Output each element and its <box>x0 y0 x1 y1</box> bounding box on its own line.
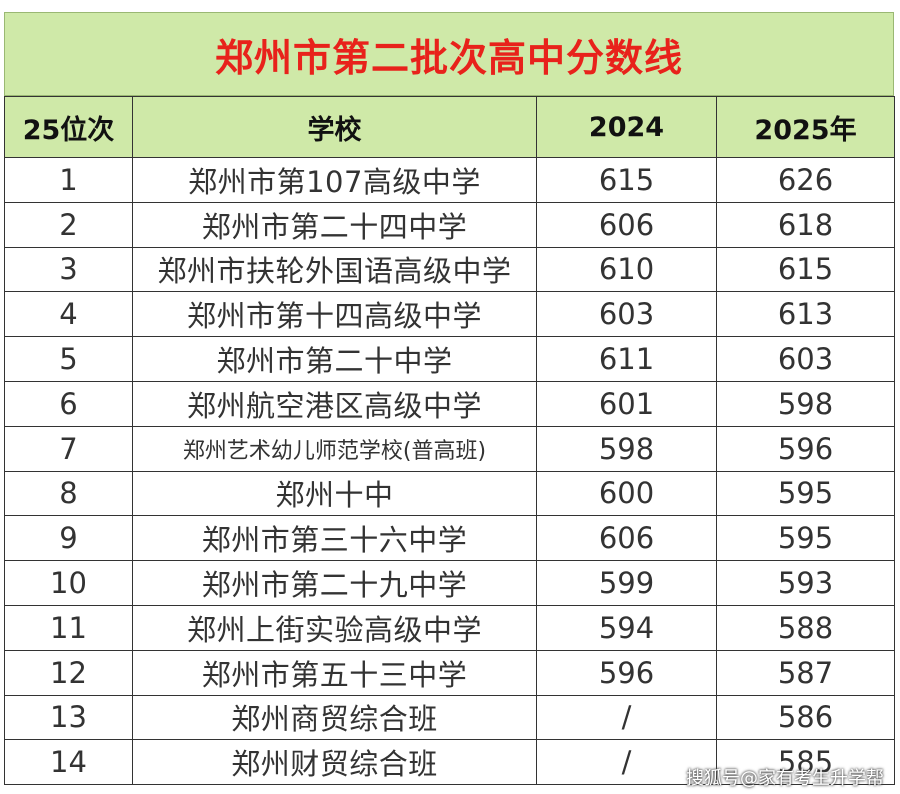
score-2024-cell: 615 <box>536 157 717 203</box>
table-row: 6 郑州航空港区高级中学 601 598 <box>4 380 895 427</box>
school-cell: 郑州艺术幼儿师范学校(普高班) <box>132 425 537 472</box>
school-cell: 郑州市第二十中学 <box>132 336 537 382</box>
score-2024-cell: 599 <box>536 560 717 606</box>
table-row: 13 郑州商贸综合班/586 <box>4 694 895 741</box>
watermark: 搜狐号@家有考生升学帮 <box>686 768 884 789</box>
score-2025-cell: 615 <box>716 246 895 293</box>
score-2024-cell: 596 <box>536 649 717 696</box>
score-table-card: 郑州市第二批次高中分数线 25位次 学校 2024 2025年 1 郑州市第107… <box>4 12 896 786</box>
score-2025-cell: 587 <box>716 649 895 696</box>
table-row: 14 郑州财贸综合班/585 <box>4 739 895 786</box>
score-2024-cell: 601 <box>536 380 717 427</box>
score-2024-cell: 606 <box>536 515 717 562</box>
school-cell: 郑州航空港区高级中学 <box>132 380 537 427</box>
table-row: 10 郑州市第二十九中学 599 593 <box>4 560 895 606</box>
rank-cell: 7 <box>4 425 133 472</box>
rank-cell: 11 <box>4 604 133 651</box>
score-2025-cell: 588 <box>716 604 895 651</box>
school-cell: 郑州商贸综合班 <box>132 694 537 741</box>
rank-cell: 8 <box>4 470 133 517</box>
score-table: 25位次 学校 2024 2025年 1 郑州市第107高级中学 615 626 2 郑州… <box>4 96 895 786</box>
table-row: 11 郑州上街实验高级中学 594 588 <box>4 604 895 651</box>
score-2024-cell: 611 <box>536 336 717 382</box>
column-header-school: 学校 <box>132 96 537 158</box>
column-header-2024: 2024 <box>536 96 717 158</box>
rank-cell: 5 <box>4 336 133 382</box>
rank-cell: 13 <box>4 694 133 741</box>
school-cell: 郑州市第二十九中学 <box>132 560 537 606</box>
school-cell: 郑州上街实验高级中学 <box>132 604 537 651</box>
school-cell: 郑州市扶轮外国语高级中学 <box>132 246 537 293</box>
school-cell: 郑州财贸综合班 <box>132 739 537 786</box>
score-2024-cell: 594 <box>536 604 717 651</box>
score-2025-cell: 603 <box>716 336 895 382</box>
score-2024-cell: 606 <box>536 201 717 248</box>
title-bar: 郑州市第二批次高中分数线 <box>4 12 894 96</box>
page-title: 郑州市第二批次高中分数线 <box>214 35 683 80</box>
rank-cell: 12 <box>4 649 133 696</box>
score-2025-cell: 595 <box>716 515 895 562</box>
school-cell: 郑州市第三十六中学 <box>132 515 537 562</box>
school-cell: 郑州市第二十四中学 <box>132 201 537 248</box>
table-row: 1 郑州市第107高级中学 615 626 <box>4 157 895 203</box>
score-2025-cell: 586 <box>716 694 895 741</box>
score-2025-cell: 593 <box>716 560 895 606</box>
rank-cell: 1 <box>4 157 133 203</box>
score-2024-cell: / <box>536 739 717 786</box>
school-cell: 郑州十中 <box>132 470 537 517</box>
score-2025-cell: 626 <box>716 157 895 203</box>
table-row: 7 郑州艺术幼儿师范学校(普高班) 598 596 <box>4 425 895 472</box>
table-row: 4 郑州市第十四高级中学 603 613 <box>4 291 895 338</box>
rank-cell: 2 <box>4 201 133 248</box>
score-2024-cell: 610 <box>536 246 717 293</box>
school-cell: 郑州市第十四高级中学 <box>132 291 537 338</box>
rank-cell: 6 <box>4 380 133 427</box>
score-2025-cell: 585 <box>716 739 895 786</box>
rank-cell: 14 <box>4 739 133 786</box>
table-row: 12 郑州市第五十三中学 596 587 <box>4 649 895 696</box>
column-header-2025: 2025年 <box>716 96 895 158</box>
score-2025-cell: 596 <box>716 425 895 472</box>
rank-cell: 9 <box>4 515 133 562</box>
column-header-rank: 25位次 <box>4 96 133 158</box>
school-cell: 郑州市第五十三中学 <box>132 649 537 696</box>
table-row: 3 郑州市扶轮外国语高级中学 610 615 <box>4 246 895 293</box>
score-2024-cell: 600 <box>536 470 717 517</box>
score-2024-cell: / <box>536 694 717 741</box>
score-2024-cell: 603 <box>536 291 717 338</box>
rank-cell: 4 <box>4 291 133 338</box>
rank-cell: 10 <box>4 560 133 606</box>
table-row: 2 郑州市第二十四中学 606 618 <box>4 201 895 248</box>
score-2024-cell: 598 <box>536 425 717 472</box>
table-row: 5 郑州市第二十中学 611 603 <box>4 336 895 382</box>
table-row: 8 郑州十中 600 595 <box>4 470 895 517</box>
rank-cell: 3 <box>4 246 133 293</box>
score-2025-cell: 618 <box>716 201 895 248</box>
table-row: 9 郑州市第三十六中学 606 595 <box>4 515 895 562</box>
score-2025-cell: 613 <box>716 291 895 338</box>
header-row: 25位次 学校 2024 2025年 <box>4 96 895 158</box>
score-2025-cell: 595 <box>716 470 895 517</box>
school-cell: 郑州市第107高级中学 <box>132 157 537 203</box>
score-2025-cell: 598 <box>716 380 895 427</box>
